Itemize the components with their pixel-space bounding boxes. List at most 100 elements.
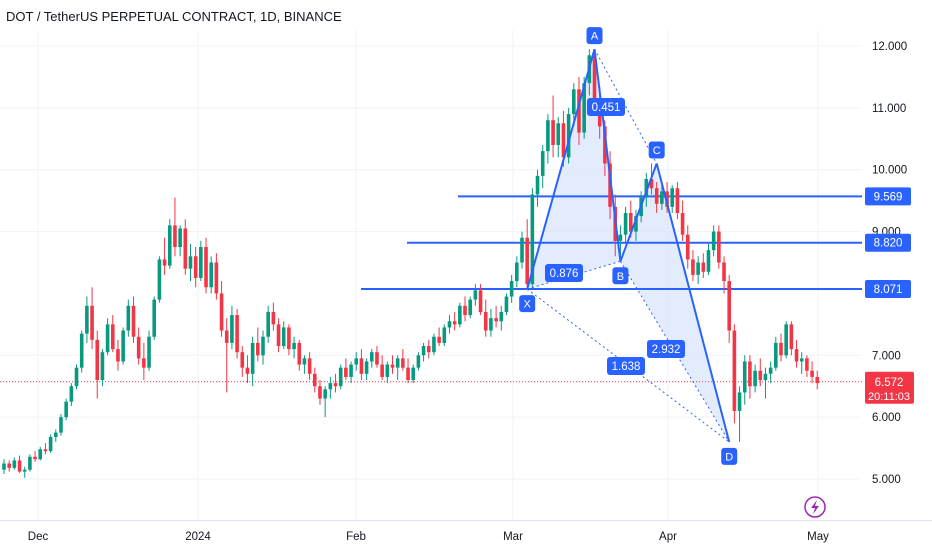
candle	[706, 243, 711, 275]
pattern-point-x[interactable]: X	[519, 295, 536, 313]
candle-body	[437, 336, 441, 343]
candle	[608, 151, 612, 220]
candle	[276, 318, 281, 353]
candle-body	[691, 259, 695, 275]
candle	[468, 296, 472, 319]
lightning-icon[interactable]	[804, 496, 826, 518]
candle	[722, 256, 726, 294]
level-badge-box	[865, 280, 911, 299]
ratio-label[interactable]: 2.932	[647, 340, 685, 358]
candle-body	[256, 342, 260, 356]
candle-body	[359, 358, 364, 374]
candle-body	[395, 358, 400, 368]
candle	[411, 364, 416, 384]
candle	[359, 349, 364, 381]
candle-body	[784, 324, 788, 356]
point-label-box	[612, 267, 629, 285]
ratio-label-box	[545, 264, 583, 282]
ratio-label-text: 0.451	[592, 102, 621, 114]
candle	[701, 253, 706, 278]
candle-body	[126, 305, 131, 331]
candle-body	[157, 259, 162, 300]
candle	[22, 466, 27, 478]
candle	[784, 321, 788, 359]
candle	[281, 321, 286, 350]
candle-body	[178, 228, 182, 248]
pattern-point-a[interactable]: A	[586, 27, 603, 45]
candle-body	[478, 290, 483, 312]
candle-body	[121, 330, 125, 362]
x-axis-tick-label: May	[807, 531, 829, 543]
candle	[69, 383, 74, 407]
candle	[147, 330, 151, 371]
candle	[546, 114, 550, 164]
candle	[535, 169, 540, 207]
candle	[551, 95, 555, 158]
candle-body	[406, 367, 410, 381]
candle-body	[219, 293, 224, 331]
candle	[494, 305, 498, 328]
pattern-point-d[interactable]: D	[721, 447, 738, 465]
candle	[250, 336, 255, 387]
candle-body	[483, 311, 488, 331]
candle	[28, 454, 32, 472]
candle-body	[333, 383, 338, 387]
candle	[748, 355, 752, 399]
pattern-dotted-xb	[527, 260, 621, 290]
candle-body	[59, 417, 63, 433]
pattern-leg-ab	[593, 48, 622, 262]
candle-body	[494, 318, 498, 322]
candle-body	[380, 364, 384, 377]
y-axis-tick-label: 10.000	[872, 165, 907, 177]
candle	[188, 243, 193, 282]
pattern-triangle-bcd	[620, 163, 730, 442]
candle-body	[660, 191, 664, 204]
candle-body	[48, 436, 53, 452]
candle-body	[628, 213, 633, 232]
candle-body	[318, 386, 322, 399]
candle	[204, 237, 208, 294]
x-axis-tick-label: Mar	[503, 531, 523, 543]
candle-body	[603, 126, 607, 164]
candle	[333, 373, 338, 393]
ratio-label[interactable]: 0.451	[587, 98, 625, 116]
candle-body	[338, 367, 343, 387]
candle-body	[385, 364, 390, 377]
pattern-point-b[interactable]: B	[612, 267, 629, 285]
ratio-label[interactable]: 1.638	[607, 357, 645, 375]
candle	[675, 182, 680, 220]
candle-body	[758, 370, 763, 381]
candle	[432, 333, 436, 356]
ratio-label-box	[587, 98, 625, 116]
candle-body	[696, 262, 700, 275]
candle	[463, 296, 467, 322]
candle	[17, 455, 22, 473]
candle-body	[235, 315, 239, 353]
candle-body	[188, 256, 193, 269]
candle-body	[748, 361, 752, 387]
candle-body	[416, 355, 421, 368]
candle-body	[618, 234, 623, 241]
pattern-leg-cd	[655, 163, 731, 443]
point-label-text: D	[725, 451, 733, 463]
ratio-label[interactable]: 0.876	[545, 264, 583, 282]
candle-body	[623, 213, 628, 235]
ratio-label-text: 0.876	[550, 268, 579, 280]
candle-body	[421, 346, 426, 356]
candle	[696, 256, 700, 285]
candle	[199, 240, 203, 282]
pattern-point-c[interactable]: C	[648, 141, 665, 159]
candle	[799, 352, 804, 374]
candle	[509, 274, 514, 303]
candle	[214, 253, 219, 300]
last-price-box	[865, 371, 914, 404]
candle	[556, 117, 561, 158]
ratio-label-box	[647, 340, 685, 358]
candle	[85, 296, 89, 343]
candle	[680, 200, 685, 241]
candle-body	[561, 123, 566, 158]
candle	[499, 305, 504, 331]
candle	[256, 327, 260, 362]
candle	[732, 324, 737, 424]
